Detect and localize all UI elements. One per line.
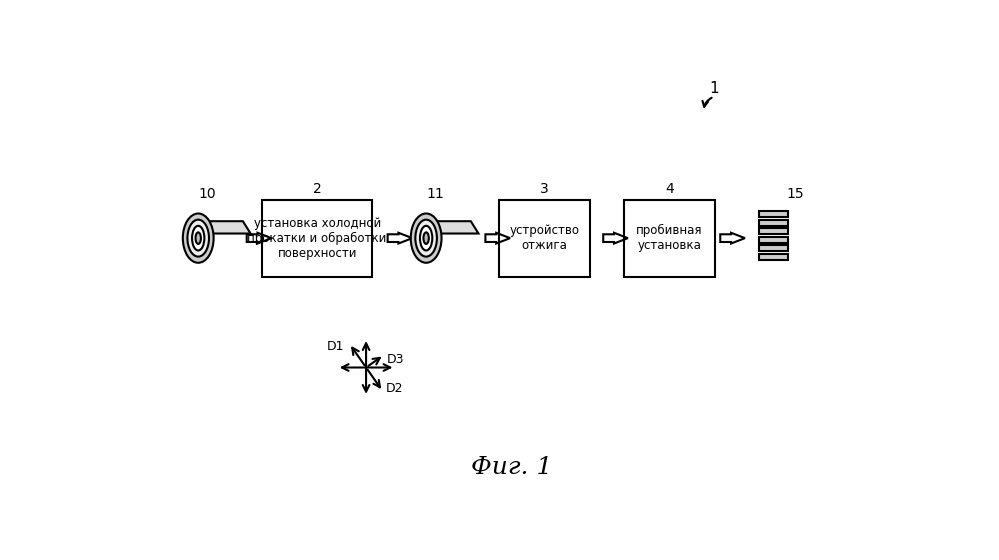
Bar (759, 254, 788, 260)
Ellipse shape (411, 213, 442, 263)
Ellipse shape (196, 232, 201, 244)
Ellipse shape (188, 220, 209, 256)
Ellipse shape (416, 220, 437, 256)
Bar (262, 200, 373, 277)
Text: 2: 2 (313, 182, 322, 196)
Bar (759, 220, 788, 226)
Ellipse shape (420, 226, 433, 250)
Text: пробивная
установка: пробивная установка (636, 224, 702, 252)
Text: 15: 15 (787, 187, 804, 201)
Ellipse shape (424, 232, 429, 244)
Polygon shape (433, 221, 479, 234)
Text: 1: 1 (709, 81, 719, 96)
Text: устройство
отжига: устройство отжига (509, 224, 579, 252)
Text: 11: 11 (427, 187, 445, 201)
Ellipse shape (183, 213, 214, 263)
Polygon shape (603, 233, 628, 244)
Ellipse shape (192, 226, 205, 250)
Text: D1: D1 (327, 340, 345, 353)
Polygon shape (247, 233, 272, 244)
Text: D2: D2 (386, 381, 404, 395)
Text: 10: 10 (199, 187, 216, 201)
Text: Фиг. 1: Фиг. 1 (471, 456, 552, 479)
Polygon shape (720, 233, 745, 244)
Bar (759, 228, 788, 234)
Bar (759, 236, 788, 243)
Polygon shape (486, 233, 510, 244)
Bar (759, 245, 788, 251)
Polygon shape (205, 221, 251, 234)
Text: установка холодной
прокатки и обработки
поверхности: установка холодной прокатки и обработки … (248, 217, 387, 260)
Text: 3: 3 (540, 182, 549, 196)
Polygon shape (388, 233, 413, 244)
Text: D3: D3 (388, 353, 405, 366)
Bar (759, 211, 788, 217)
Text: 4: 4 (665, 182, 674, 196)
Bar (624, 200, 715, 277)
Bar (500, 200, 590, 277)
